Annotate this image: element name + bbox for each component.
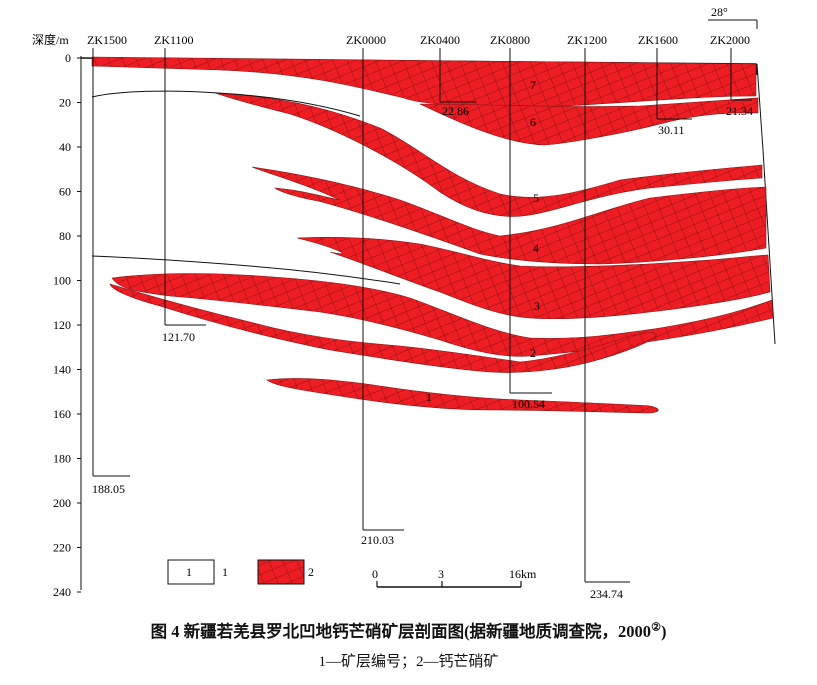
borehole-names: ZK1500 ZK1100 ZK0000 ZK0400 ZK0800 ZK120… (87, 33, 750, 47)
borehole-name: ZK1100 (154, 33, 194, 47)
borehole-depth: 22.86 (442, 104, 469, 118)
figure-caption-text: 图 4 新疆若羌县罗北凹地钙芒硝矿层剖面图(据新疆地质调查院，2000 (150, 622, 652, 641)
scale-label: 16km (509, 567, 537, 581)
layer-number: 7 (530, 78, 536, 92)
dip-angle-indicator: 28° (708, 5, 758, 29)
layer-number: 6 (530, 115, 536, 129)
legend-swatch-blank (167, 559, 215, 585)
borehole-depth: 30.11 (658, 123, 685, 137)
ore-layer-5 (251, 166, 767, 265)
figure-caption-note: ② (651, 621, 661, 634)
layer-number: 3 (534, 299, 540, 313)
borehole-depth: 188.05 (92, 482, 125, 496)
scale-bar: 0 3 16km (372, 567, 537, 588)
scale-label: 0 (372, 567, 378, 581)
borehole-name: ZK0800 (490, 33, 530, 47)
depth-tick-label: 160 (53, 407, 71, 421)
figure-subcaption: 1—矿层编号；2—钙芒硝矿 (318, 654, 499, 670)
depth-tick-label: 200 (53, 496, 71, 510)
borehole-zk0800 (509, 48, 552, 394)
depth-tick-label: 0 (65, 51, 71, 65)
borehole-name: ZK1600 (638, 33, 678, 47)
dip-angle-label: 28° (711, 5, 728, 19)
depth-axis-label: 深度/m (32, 32, 69, 47)
legend-swatch-ore (257, 559, 305, 585)
borehole-name: ZK0400 (420, 33, 460, 47)
depth-tick-label: 140 (53, 363, 71, 377)
depth-tick-label: 80 (59, 229, 71, 243)
depth-tick-label: 20 (59, 96, 71, 110)
borehole-depth: 234.74 (590, 587, 623, 601)
borehole-depth: 210.03 (361, 533, 394, 547)
boundary-lines (91, 90, 401, 285)
borehole-zk0400 (439, 48, 476, 103)
borehole-depth: 21.34 (726, 104, 753, 118)
legend: 1 1 2 (167, 559, 314, 585)
borehole-name: ZK0000 (346, 33, 386, 47)
ore-layer-2 (109, 283, 657, 373)
ore-layer-7 (91, 56, 757, 108)
depth-axis: 深度/m 0 20 40 60 80 100 120 140 160 180 200 220 240 (32, 32, 82, 599)
depth-tick-label: 180 (53, 452, 71, 466)
depth-tick-label: 120 (53, 318, 71, 332)
legend-label: 1 (222, 565, 228, 579)
depth-tick-label: 40 (59, 140, 71, 154)
depth-tick-label: 100 (53, 274, 71, 288)
ore-layer-4 (296, 236, 771, 320)
borehole-name: ZK1200 (567, 33, 607, 47)
ore-layer-6b (214, 92, 763, 217)
legend-swatch-number: 1 (186, 565, 192, 579)
layer-number: 2 (530, 346, 536, 360)
borehole-zk1600 (656, 48, 692, 120)
depth-tick-label: 60 (59, 185, 71, 199)
borehole-name: ZK2000 (710, 33, 750, 47)
borehole-depths: 188.05 121.70 210.03 22.86 100.54 234.74… (92, 104, 753, 601)
borehole-zk1100 (164, 48, 206, 326)
figure-caption: 图 4 新疆若羌县罗北凹地钙芒硝矿层剖面图(据新疆地质调查院，2000②) (0, 618, 817, 642)
layer-number: 1 (426, 390, 432, 404)
ore-layer-numbers: 1 2 3 4 5 6 7 (426, 78, 540, 404)
legend-label: 2 (308, 565, 314, 579)
depth-tick-label: 240 (53, 585, 71, 599)
borehole-name: ZK1500 (87, 33, 127, 47)
ore-layer-3 (111, 273, 774, 357)
ore-layer-6 (419, 97, 759, 146)
layer-number: 4 (533, 241, 539, 255)
scale-label: 3 (438, 567, 444, 581)
ore-layer-1 (266, 378, 659, 414)
depth-tick-label: 220 (53, 541, 71, 555)
layer-number: 5 (533, 191, 539, 205)
borehole-zk2000 (730, 48, 752, 101)
borehole-depth: 121.70 (162, 330, 195, 344)
borehole-zk0000 (362, 48, 404, 531)
borehole-zk1200 (584, 48, 630, 583)
figure-caption-close: ) (660, 622, 667, 641)
borehole-depth: 100.54 (512, 397, 545, 411)
borehole-zk1500 (92, 48, 130, 477)
